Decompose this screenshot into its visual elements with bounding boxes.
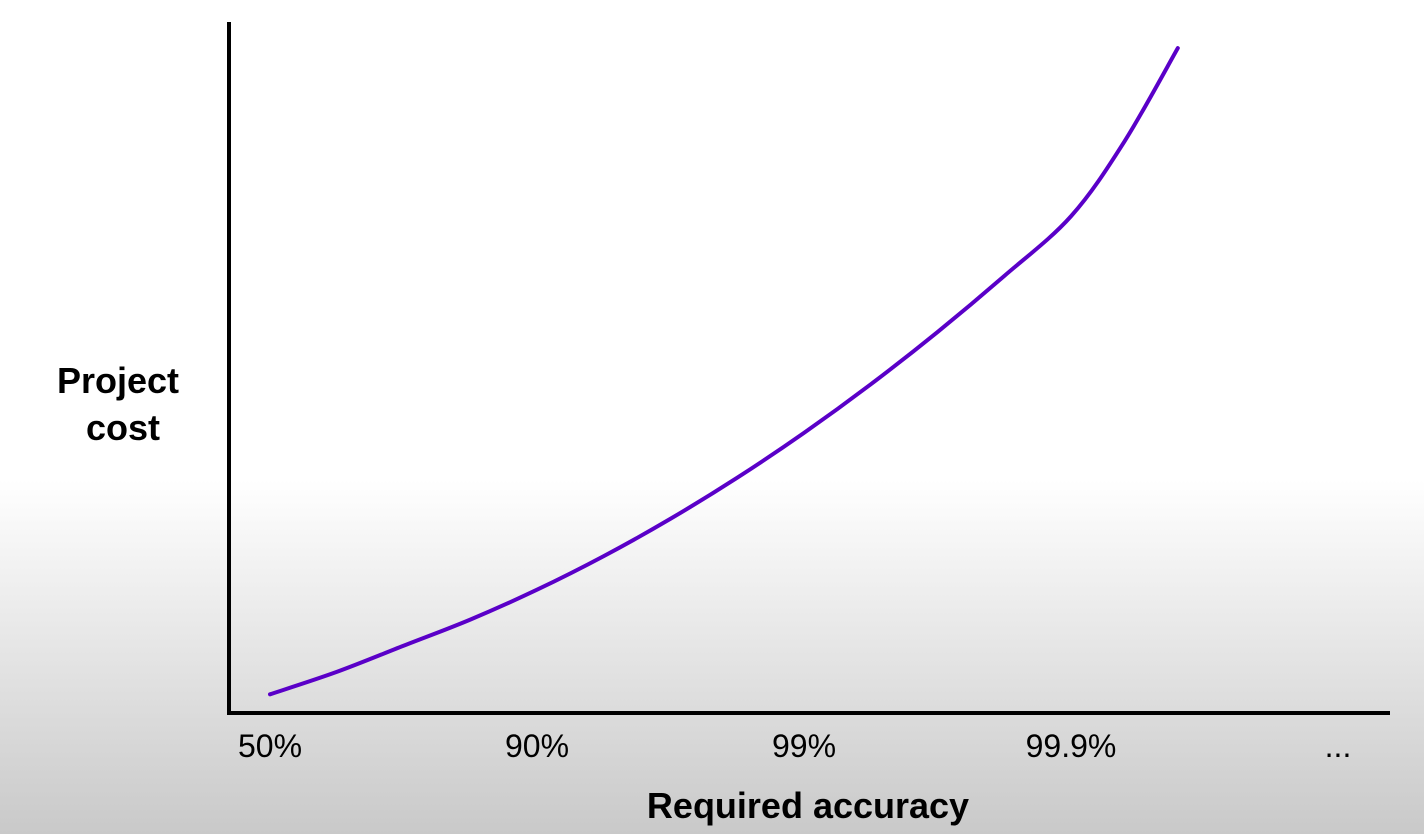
y-axis-label-line-1: Project [57,360,179,401]
y-axis-label: Project cost [57,360,189,448]
series-line [268,46,1180,697]
plot-area [268,46,1180,697]
x-tick-label: 99.9% [1026,728,1117,764]
x-tick-label: ... [1325,728,1352,764]
x-axis-label: Required accuracy [647,785,969,826]
x-tick-labels: 50% 90% 99% 99.9%... [238,728,1351,764]
x-tick-label: 99% [772,728,836,764]
x-tick-label: 90% [505,728,569,764]
x-tick-label: 50% [238,728,302,764]
y-axis-label-line-2: cost [86,407,160,448]
